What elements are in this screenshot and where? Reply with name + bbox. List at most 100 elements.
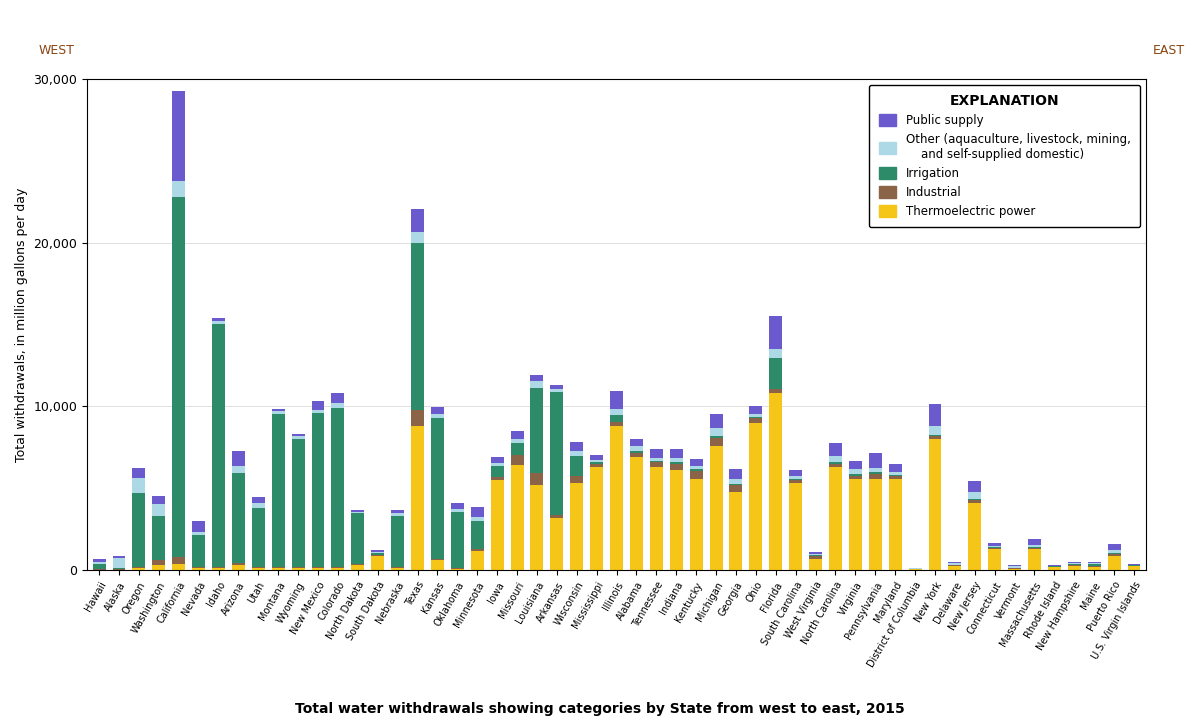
Bar	[730, 492, 743, 570]
Bar	[630, 446, 643, 451]
Bar	[252, 568, 265, 570]
Bar	[709, 436, 722, 438]
Bar	[610, 391, 623, 409]
Bar	[1008, 567, 1021, 569]
Bar	[391, 516, 404, 567]
Bar	[92, 564, 106, 570]
Bar	[271, 567, 284, 568]
Bar	[730, 480, 743, 484]
Bar	[391, 567, 404, 568]
Bar	[749, 414, 762, 417]
Bar	[113, 558, 126, 567]
Bar	[610, 409, 623, 415]
Bar	[869, 468, 882, 472]
Bar	[790, 483, 802, 570]
Bar	[192, 567, 205, 568]
Bar	[312, 568, 324, 570]
Bar	[152, 496, 166, 504]
Bar	[92, 559, 106, 562]
Bar	[1087, 562, 1100, 563]
Bar	[769, 348, 782, 358]
Bar	[252, 498, 265, 503]
Legend: Public supply, Other (aquaculture, livestock, mining,
    and self-supplied dome: Public supply, Other (aquaculture, lives…	[869, 85, 1140, 228]
Bar	[252, 508, 265, 567]
Bar	[1087, 564, 1100, 566]
Bar	[1087, 566, 1100, 567]
Bar	[412, 426, 424, 570]
Bar	[1108, 554, 1121, 556]
Bar	[232, 451, 245, 466]
Bar	[769, 393, 782, 570]
Bar	[829, 443, 842, 456]
Bar	[192, 536, 205, 567]
Bar	[252, 567, 265, 568]
Bar	[530, 387, 544, 473]
Bar	[470, 521, 484, 549]
Bar	[630, 451, 643, 453]
Bar	[670, 464, 683, 470]
Bar	[173, 557, 185, 564]
Bar	[292, 567, 305, 568]
Bar	[1028, 548, 1040, 549]
Bar	[451, 569, 463, 570]
Bar	[1087, 567, 1100, 570]
Text: Total water withdrawals showing categories by State from west to east, 2015: Total water withdrawals showing categori…	[295, 702, 905, 716]
Bar	[212, 318, 224, 321]
Bar	[749, 406, 762, 414]
Bar	[929, 439, 942, 570]
Bar	[232, 466, 245, 473]
Bar	[968, 500, 982, 503]
Bar	[292, 436, 305, 438]
Bar	[431, 414, 444, 418]
Bar	[889, 476, 901, 479]
Bar	[470, 549, 484, 551]
Bar	[412, 209, 424, 232]
Bar	[491, 457, 504, 463]
Bar	[690, 479, 703, 570]
Bar	[769, 316, 782, 348]
Bar	[610, 421, 623, 426]
Bar	[470, 551, 484, 570]
Bar	[173, 91, 185, 181]
Bar	[292, 568, 305, 570]
Bar	[1008, 569, 1021, 570]
Bar	[212, 324, 224, 567]
Bar	[152, 504, 166, 516]
Bar	[889, 472, 901, 474]
Bar	[590, 459, 604, 462]
Bar	[1028, 549, 1040, 570]
Bar	[271, 409, 284, 411]
Bar	[510, 431, 523, 438]
Bar	[312, 413, 324, 567]
Bar	[491, 463, 504, 466]
Bar	[1048, 567, 1061, 570]
Bar	[132, 567, 145, 568]
Bar	[790, 479, 802, 480]
Bar	[391, 568, 404, 570]
Bar	[670, 470, 683, 570]
Bar	[331, 403, 344, 408]
Bar	[630, 439, 643, 446]
Bar	[829, 464, 842, 467]
Bar	[132, 468, 145, 478]
Bar	[650, 462, 662, 467]
Bar	[113, 556, 126, 558]
Bar	[173, 197, 185, 557]
Bar	[790, 476, 802, 479]
Y-axis label: Total withdrawals, in million gallons per day: Total withdrawals, in million gallons pe…	[14, 187, 28, 462]
Bar	[829, 467, 842, 570]
Bar	[530, 375, 544, 382]
Bar	[470, 507, 484, 517]
Bar	[271, 414, 284, 567]
Bar	[1068, 563, 1081, 564]
Bar	[968, 503, 982, 570]
Bar	[869, 474, 882, 479]
Bar	[769, 389, 782, 393]
Bar	[829, 462, 842, 464]
Bar	[809, 554, 822, 555]
Bar	[312, 410, 324, 413]
Bar	[1028, 539, 1040, 545]
Bar	[1108, 549, 1121, 552]
Bar	[749, 417, 762, 418]
Bar	[192, 568, 205, 570]
